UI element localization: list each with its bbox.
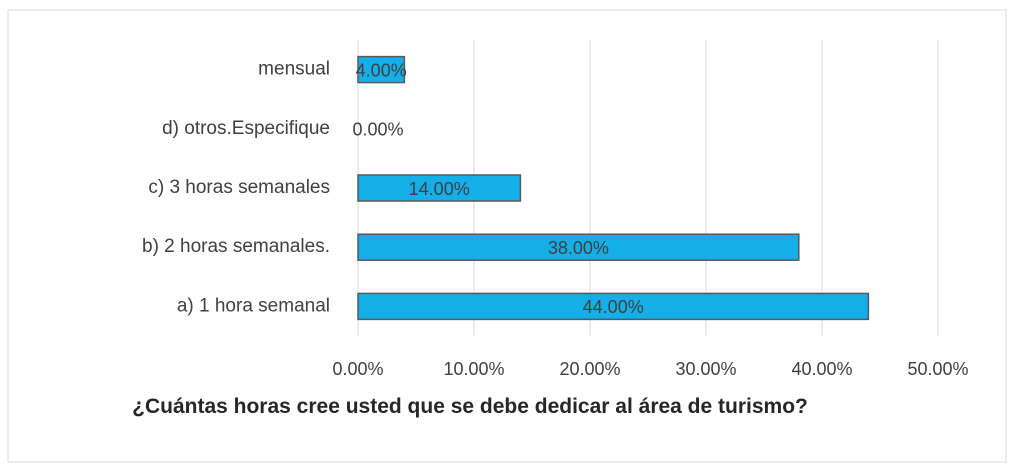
y-tick-label: b) 2 horas semanales. bbox=[142, 236, 330, 257]
bar bbox=[357, 292, 870, 321]
x-tick-label: 40.00% bbox=[791, 359, 852, 379]
y-tick-label: d) otros.Especifique bbox=[162, 118, 330, 139]
x-tick-label: 10.00% bbox=[443, 359, 504, 379]
value-label: 0.00% bbox=[352, 120, 403, 140]
y-tick-label: a) 1 hora semanal bbox=[177, 295, 330, 316]
value-label: 44.00% bbox=[583, 297, 644, 317]
y-tick-label: mensual bbox=[258, 59, 330, 80]
bar bbox=[357, 233, 800, 261]
value-label: 4.00% bbox=[356, 60, 407, 80]
value-label: 38.00% bbox=[548, 238, 609, 258]
x-tick-label: 50.00% bbox=[907, 359, 968, 379]
value-label: 14.00% bbox=[409, 179, 470, 199]
bar bbox=[357, 174, 522, 202]
chart-title: ¿Cuántas horas cree usted que se debe de… bbox=[132, 395, 808, 418]
y-tick-label: c) 3 horas semanales bbox=[148, 177, 330, 198]
bar bbox=[357, 55, 406, 84]
x-tick-label: 20.00% bbox=[559, 359, 620, 379]
x-tick-label: 30.00% bbox=[675, 359, 736, 379]
x-tick-label: 0.00% bbox=[332, 359, 383, 379]
